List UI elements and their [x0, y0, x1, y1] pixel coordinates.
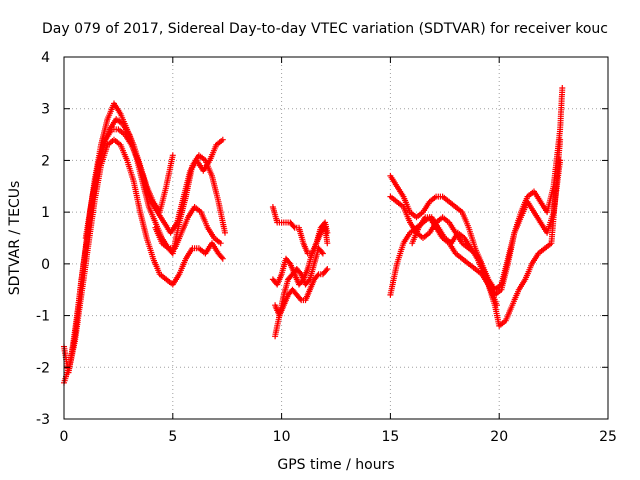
- series-arc-3b: [387, 157, 564, 293]
- y-tick-label: 3: [41, 102, 50, 118]
- x-tick-label: 10: [273, 429, 291, 445]
- series-arc-3d: [409, 214, 500, 309]
- grid: [64, 57, 608, 419]
- x-tick-label: 0: [60, 429, 69, 445]
- data-markers: [61, 85, 566, 386]
- series-arc-2d: [272, 245, 326, 340]
- y-tick-label: 0: [41, 257, 50, 273]
- chart-title: Day 079 of 2017, Sidereal Day-to-day VTE…: [42, 21, 608, 37]
- plot-frame: [63, 56, 609, 420]
- marker-trace: [82, 126, 226, 241]
- y-tick-label: 4: [41, 50, 50, 66]
- marker-trace: [387, 85, 566, 298]
- series-arc-3c: [387, 136, 564, 329]
- marker-trace: [387, 157, 564, 293]
- y-tick-label: -1: [36, 309, 50, 325]
- axis-ticks: 0 5 10 15 20 25 -3 -2 -1 0 1 2 3 4: [36, 50, 617, 445]
- y-tick-label: 2: [41, 153, 50, 169]
- y-axis-label: SDTVAR / TECUs: [7, 181, 23, 296]
- series-arc-1e: [152, 204, 224, 252]
- series-arc-1d: [82, 126, 226, 241]
- series-arc-1c: [65, 136, 226, 376]
- y-tick-label: 1: [41, 205, 50, 221]
- marker-trace: [272, 245, 326, 340]
- marker-trace: [409, 214, 500, 309]
- marker-trace: [387, 136, 564, 329]
- marker-trace: [269, 219, 331, 288]
- series-arc-2b: [269, 219, 331, 288]
- x-tick-label: 20: [490, 429, 508, 445]
- x-axis-label: GPS time / hours: [277, 457, 394, 473]
- x-tick-label: 5: [168, 429, 177, 445]
- x-tick-label: 25: [599, 429, 617, 445]
- x-tick-label: 15: [381, 429, 399, 445]
- marker-trace: [152, 204, 224, 252]
- y-tick-label: -3: [36, 412, 50, 428]
- marker-trace: [65, 136, 226, 376]
- y-tick-label: -2: [36, 360, 50, 376]
- series-arc-3a: [387, 85, 566, 298]
